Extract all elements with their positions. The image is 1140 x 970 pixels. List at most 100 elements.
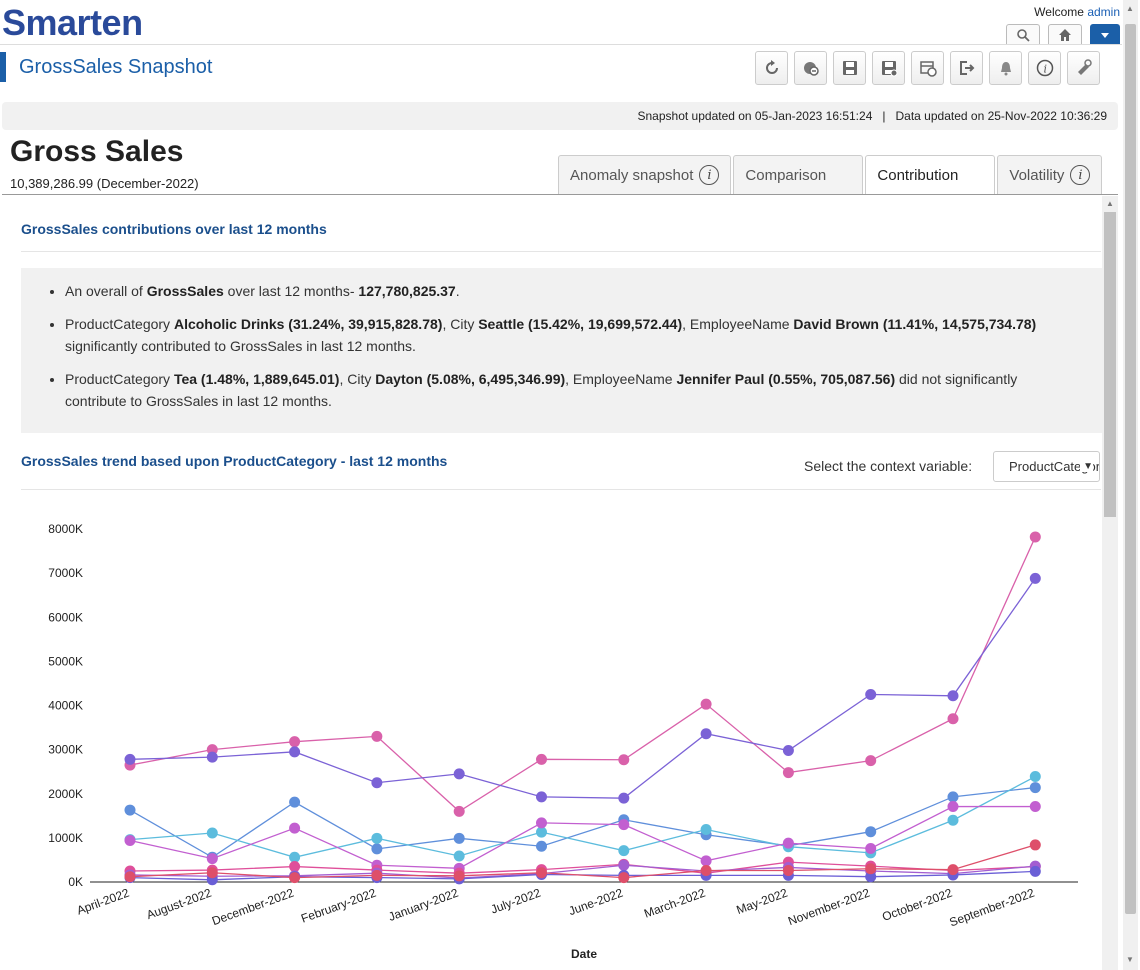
context-variable-select[interactable]: ProductCategory ▼ xyxy=(993,451,1100,482)
data-point xyxy=(782,865,794,877)
data-point xyxy=(124,753,136,765)
snapshot-updated-text: Snapshot updated on 05-Jan-2023 16:51:24 xyxy=(637,109,873,123)
status-separator: | xyxy=(882,109,886,123)
scrollbar-thumb[interactable] xyxy=(1104,212,1116,517)
trend-section-title: GrossSales trend based upon ProductCateg… xyxy=(21,453,448,469)
content-scrollbar[interactable]: ▲ xyxy=(1102,196,1118,970)
data-point xyxy=(124,804,136,816)
contribution-summary: An overall of GrossSales over last 12 mo… xyxy=(21,268,1102,433)
scroll-up-icon[interactable]: ▲ xyxy=(1106,199,1114,208)
y-tick-label: 7000K xyxy=(48,566,83,580)
data-point xyxy=(1029,839,1041,851)
tab-volatility[interactable]: Volatility i xyxy=(997,155,1103,194)
data-point xyxy=(865,826,877,838)
y-tick-label: 2000K xyxy=(48,787,83,801)
y-tick-label: 6000K xyxy=(48,610,83,624)
y-tick-label: 8000K xyxy=(48,522,83,536)
data-point xyxy=(782,767,794,779)
x-tick-label: November-2022 xyxy=(786,886,872,929)
welcome-prefix: Welcome xyxy=(1034,5,1084,19)
dropdown-icon[interactable] xyxy=(1090,24,1120,45)
refresh-icon[interactable] xyxy=(755,51,788,85)
data-point xyxy=(700,865,712,877)
data-point xyxy=(700,855,712,867)
data-point xyxy=(700,823,712,835)
x-tick-label: July-2022 xyxy=(489,886,543,917)
data-point xyxy=(289,736,301,748)
header-divider xyxy=(0,44,1122,45)
tab-contribution[interactable]: Contribution xyxy=(865,155,996,195)
data-point xyxy=(865,871,877,883)
summary-bullet-not-significant: ProductCategory Tea (1.48%, 1,889,645.01… xyxy=(65,368,1082,412)
export-icon[interactable] xyxy=(950,51,983,85)
kpi-value: 10,389,286.99 (December-2022) xyxy=(10,176,199,191)
data-point xyxy=(206,853,218,865)
data-point xyxy=(865,842,877,854)
data-point xyxy=(371,843,383,855)
data-point xyxy=(947,801,959,813)
x-tick-label: January-2022 xyxy=(386,886,460,924)
series-line xyxy=(129,844,1036,879)
home-icon[interactable] xyxy=(1048,24,1082,45)
data-point xyxy=(947,791,959,803)
contribution-section-title: GrossSales contributions over last 12 mo… xyxy=(21,221,327,237)
data-point xyxy=(700,728,712,740)
series-line xyxy=(129,805,1036,869)
context-variable-label: Select the context variable: xyxy=(804,458,973,474)
page-title: GrossSales Snapshot xyxy=(19,56,213,78)
toolbar: i xyxy=(755,51,1100,85)
x-tick-label: February-2022 xyxy=(299,886,378,926)
tab-anomaly-snapshot[interactable]: Anomaly snapshot i xyxy=(558,155,732,194)
info-icon[interactable]: i xyxy=(1028,51,1061,85)
globe-icon[interactable] xyxy=(794,51,827,85)
info-icon[interactable]: i xyxy=(1070,165,1091,185)
y-tick-label: 3000K xyxy=(48,743,83,757)
data-point xyxy=(1029,771,1041,783)
data-point xyxy=(124,871,136,883)
title-accent-bar xyxy=(0,52,6,82)
save-icon[interactable] xyxy=(833,51,866,85)
data-point xyxy=(289,851,301,863)
data-point xyxy=(782,837,794,849)
section-divider xyxy=(21,251,1101,252)
info-icon[interactable]: i xyxy=(699,165,720,185)
search-icon[interactable] xyxy=(1006,24,1040,45)
x-tick-label: May-2022 xyxy=(734,886,789,918)
top-nav-icons xyxy=(1006,24,1120,45)
data-point xyxy=(371,777,383,789)
alert-icon[interactable] xyxy=(989,51,1022,85)
tab-comparison[interactable]: Comparison xyxy=(733,155,864,194)
data-point xyxy=(371,730,383,742)
y-tick-label: 4000K xyxy=(48,699,83,713)
tab-label: Contribution xyxy=(877,167,959,184)
tab-label: Volatility xyxy=(1009,166,1065,184)
data-point xyxy=(865,688,877,700)
data-updated-text: Data updated on 25-Nov-2022 10:36:29 xyxy=(895,109,1108,123)
chevron-down-icon: ▼ xyxy=(1080,461,1093,472)
scroll-up-icon[interactable]: ▲ xyxy=(1126,4,1134,13)
save-as-icon[interactable] xyxy=(872,51,905,85)
data-point xyxy=(865,755,877,767)
data-point xyxy=(1029,572,1041,584)
scroll-down-icon[interactable]: ▼ xyxy=(1126,955,1134,964)
page-scrollbar[interactable]: ▲ ▼ xyxy=(1123,0,1138,970)
data-point xyxy=(536,840,547,852)
tabs-divider xyxy=(2,194,1118,195)
summary-bullet-significant: ProductCategory Alcoholic Drinks (31.24%… xyxy=(65,313,1082,357)
schedule-icon[interactable] xyxy=(911,51,944,85)
section-divider xyxy=(21,489,1101,490)
data-point xyxy=(618,845,630,857)
y-tick-label: 5000K xyxy=(48,654,83,668)
y-tick-label: 1000K xyxy=(48,831,83,845)
x-tick-label: December-2022 xyxy=(210,886,296,929)
settings-icon[interactable] xyxy=(1067,51,1100,85)
context-variable-value: ProductCategory xyxy=(1009,459,1100,474)
x-axis-label: Date xyxy=(571,947,597,961)
data-point xyxy=(1029,865,1041,877)
series-line xyxy=(129,536,1036,813)
data-point xyxy=(700,698,712,710)
scrollbar-thumb[interactable] xyxy=(1125,24,1136,914)
user-link[interactable]: admin xyxy=(1087,5,1120,19)
data-point xyxy=(289,822,301,834)
series-line xyxy=(129,775,1036,858)
